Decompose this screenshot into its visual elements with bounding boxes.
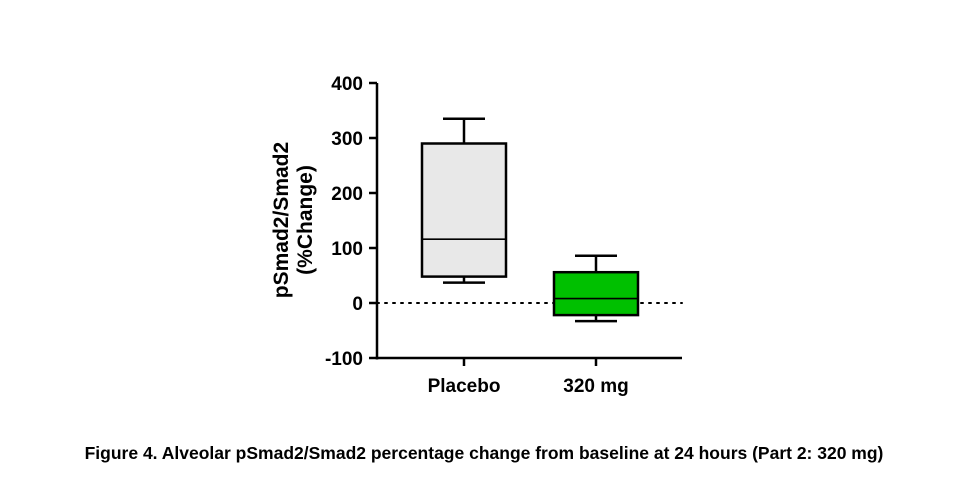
y-tick-label: 300 — [331, 129, 363, 150]
y-tick-label: 400 — [331, 74, 363, 95]
box-320-mg — [552, 270, 640, 317]
y-tick-label: 100 — [331, 239, 363, 260]
x-tick-label: 320 mg — [563, 376, 628, 397]
box-placebo — [420, 142, 508, 278]
y-axis-title: pSmad2/Smad2 (%Change) — [270, 142, 317, 298]
y-tick-label: 0 — [352, 294, 363, 315]
y-tick-label: 200 — [331, 184, 363, 205]
x-tick-label: Placebo — [428, 376, 501, 397]
plot-area: -100 0 100 200 300 400 Placebo 320 mg — [325, 74, 683, 397]
y-tick-label: -100 — [325, 349, 363, 370]
chart: pSmad2/Smad2 (%Change) -100 0 100 200 300 400… — [270, 74, 683, 397]
y-axis-label: pSmad2/Smad2 — [270, 142, 293, 298]
figure-caption: Figure 4. Alveolar pSmad2/Smad2 percenta… — [84, 443, 884, 463]
y-axis-unit-label: (%Change) — [294, 165, 317, 275]
